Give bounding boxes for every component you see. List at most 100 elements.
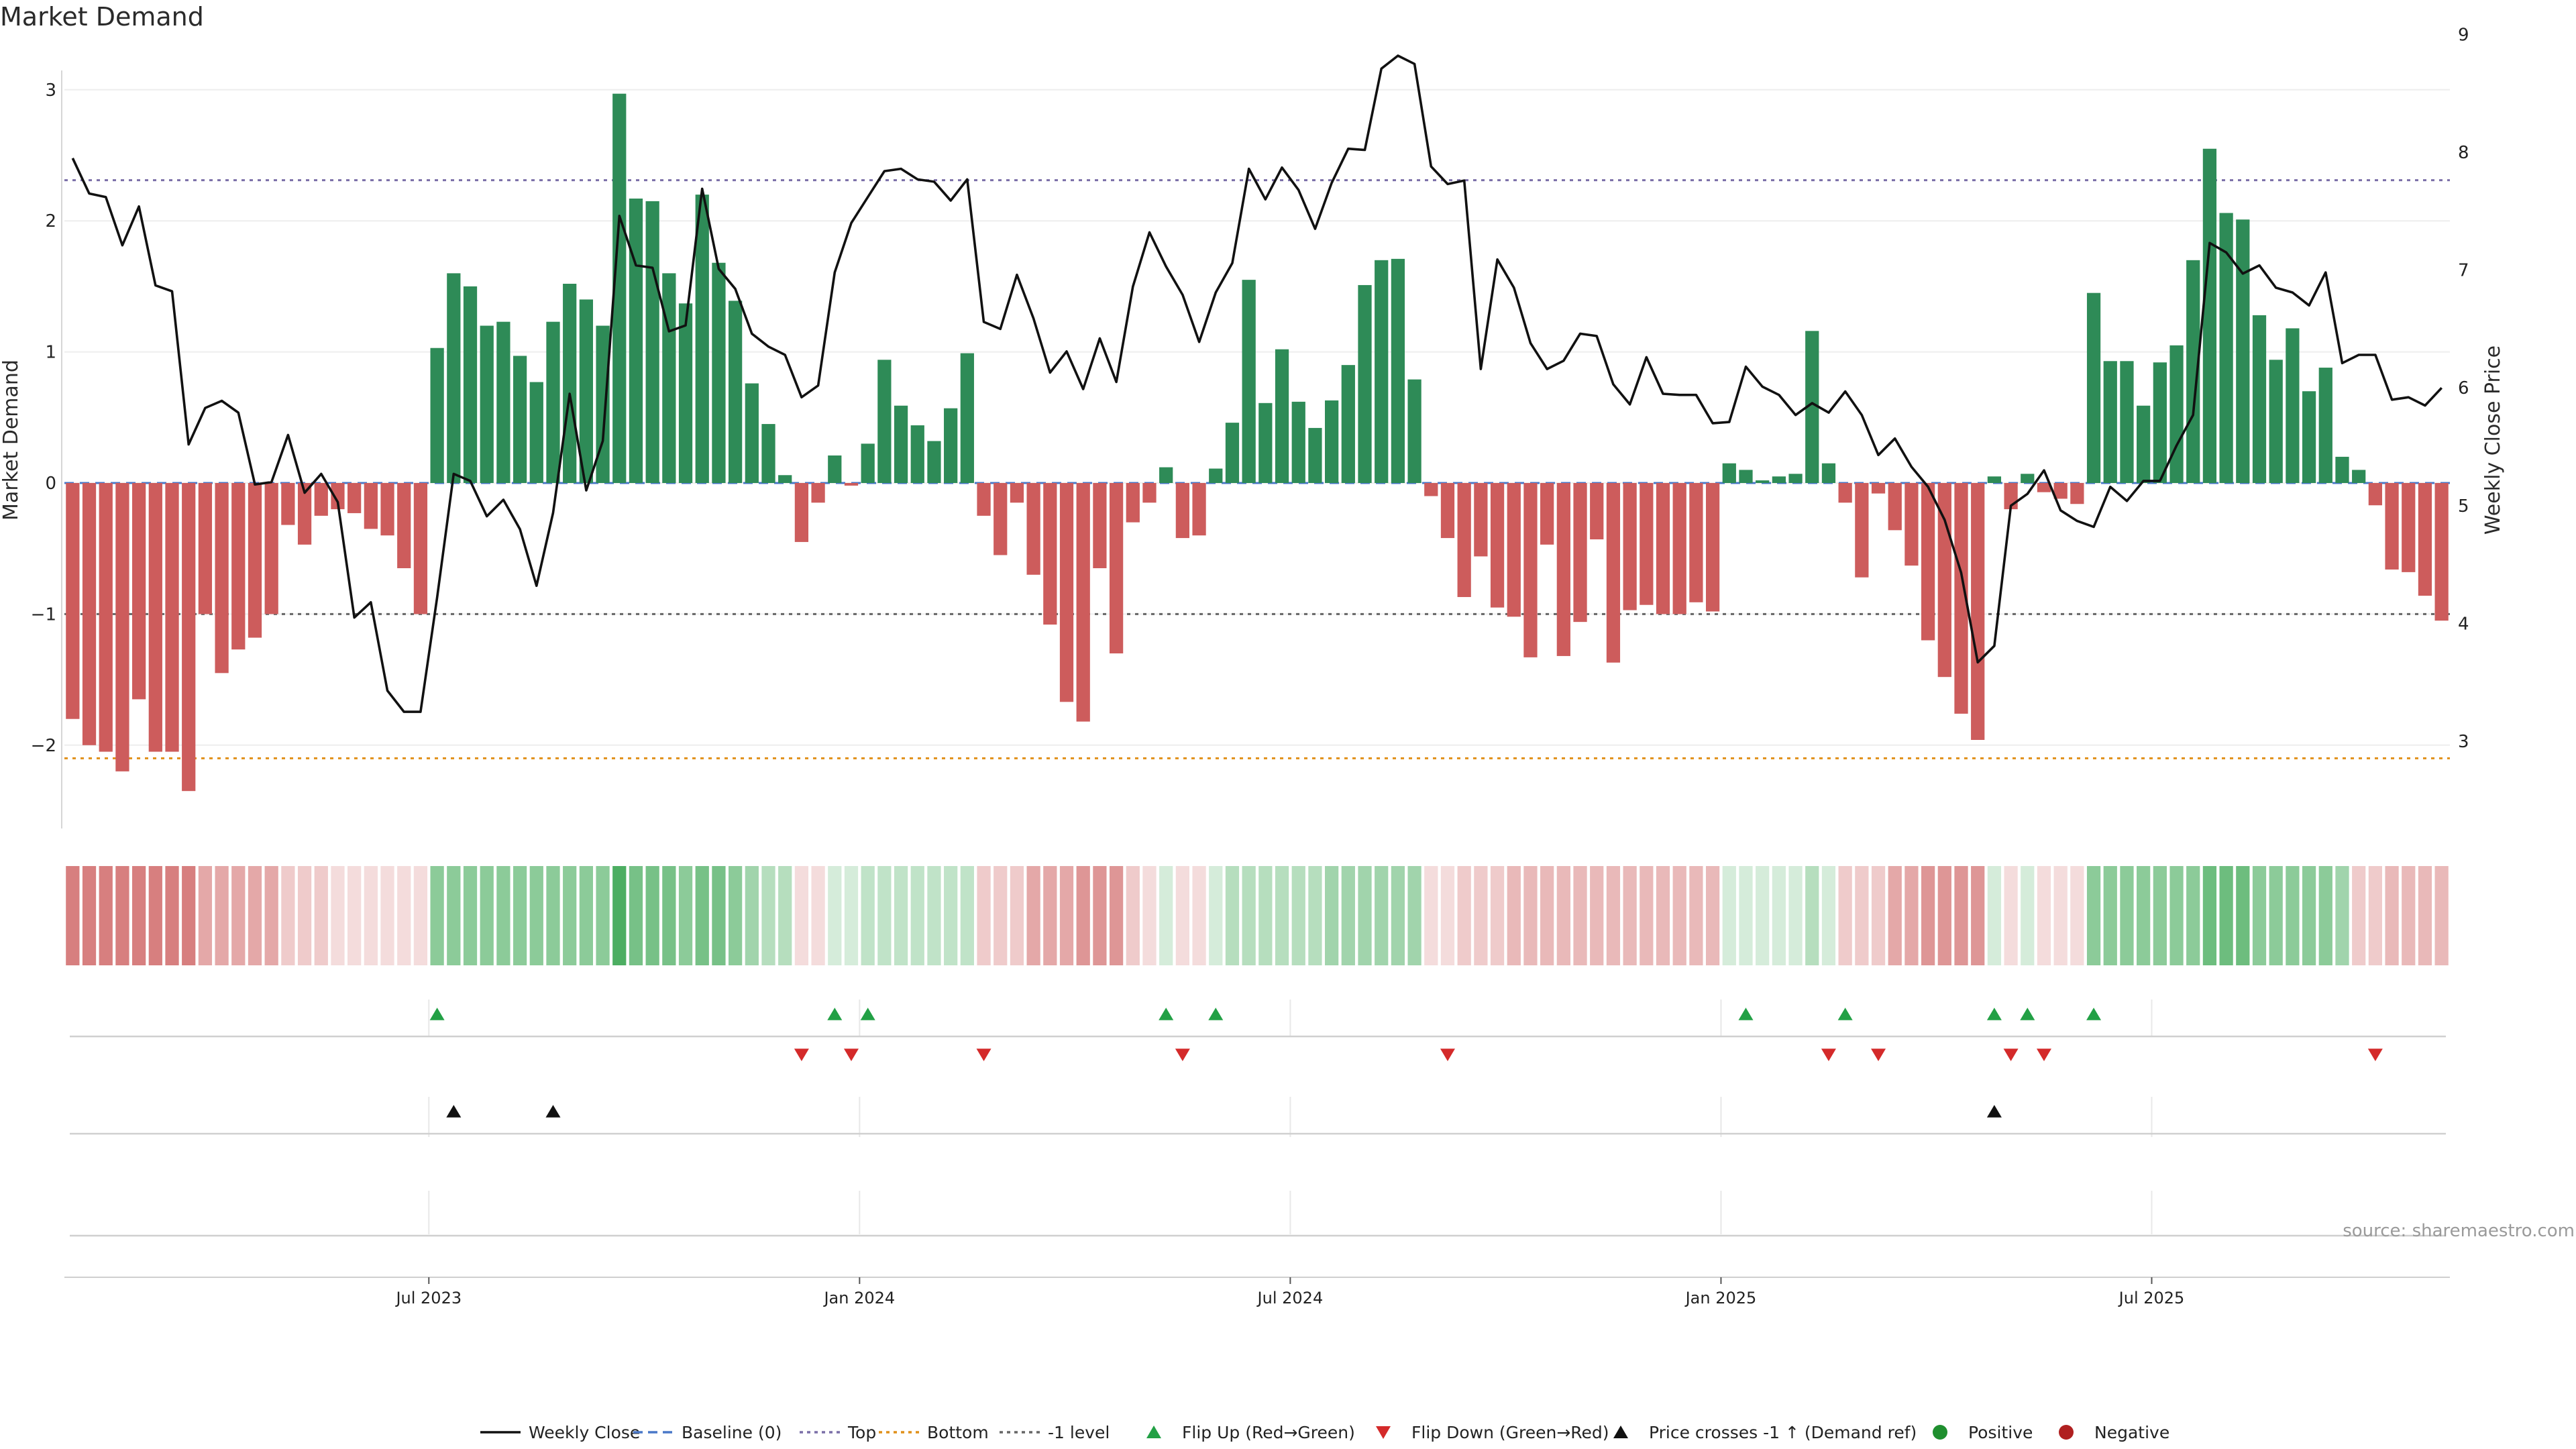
demand-bar	[231, 483, 246, 650]
y2-axis-label: Weekly Close Price	[2481, 345, 2505, 535]
heat-cell	[1672, 866, 1686, 965]
heat-cell	[314, 866, 328, 965]
heat-cell	[1838, 866, 1852, 965]
demand-bar	[1971, 483, 1985, 740]
heat-cell	[1921, 866, 1935, 965]
heat-cell	[2385, 866, 2399, 965]
heat-cell	[596, 866, 610, 965]
demand-bar	[729, 301, 743, 483]
demand-bar	[1391, 258, 1405, 483]
heat-cell	[1523, 866, 1538, 965]
heat-cell	[2086, 866, 2101, 965]
demand-bar	[977, 483, 991, 516]
heat-cell	[281, 866, 295, 965]
demand-bar	[99, 483, 113, 752]
demand-bar	[1987, 476, 2002, 483]
heat-cell	[1821, 866, 1836, 965]
demand-bar	[1640, 483, 1654, 605]
demand-bar	[1457, 483, 1471, 597]
demand-bar	[1623, 483, 1637, 610]
heat-cell	[794, 866, 809, 965]
demand-bar	[1209, 468, 1223, 483]
axes: −2 −1 0 1 2 3 3 4 5 6 7 8 9	[31, 25, 2469, 828]
y2-tick-label: 4	[2458, 614, 2469, 634]
heat-cell	[778, 866, 792, 965]
flip-down-marker	[2036, 1049, 2051, 1061]
demand-bar	[115, 483, 129, 771]
heat-cell	[1756, 866, 1770, 965]
source-note: source: sharemaestro.com	[2343, 1221, 2575, 1241]
demand-bar	[1059, 483, 1074, 702]
heat-cell	[380, 866, 394, 965]
heat-cell	[662, 866, 676, 965]
heat-cell	[1623, 866, 1637, 965]
heat-cell	[910, 866, 924, 965]
heat-cell	[2236, 866, 2250, 965]
flip-down-marker	[1821, 1049, 1836, 1061]
heat-cell	[1142, 866, 1157, 965]
price-cross-marker	[1986, 1105, 2002, 1118]
demand-bar	[2335, 456, 2349, 483]
flip-up-marker	[1738, 1008, 1754, 1020]
heat-cell	[1225, 866, 1240, 965]
demand-bar	[148, 483, 162, 752]
legend-label: Top	[847, 1423, 876, 1442]
demand-bar	[2434, 483, 2449, 621]
date-tick-label: Jul 2023	[394, 1289, 462, 1307]
heat-cell	[1242, 866, 1256, 965]
heat-cell	[115, 866, 129, 965]
demand-bar	[1871, 483, 1886, 494]
heat-cell	[844, 866, 859, 965]
demand-bar	[480, 325, 494, 483]
heat-cell	[132, 866, 146, 965]
demand-bar	[1375, 260, 1389, 483]
heat-cell	[1424, 866, 1438, 965]
legend-label: Positive	[1968, 1423, 2033, 1442]
flip-up-marker	[2086, 1008, 2102, 1020]
heat-cell	[2103, 866, 2117, 965]
heat-cell	[1308, 866, 1322, 965]
flip-up-marker	[429, 1008, 445, 1020]
demand-bar	[182, 483, 196, 792]
demand-bar	[496, 321, 511, 483]
legend-swatch	[1933, 1425, 1947, 1440]
demand-bar	[944, 408, 958, 483]
demand-bar	[2252, 315, 2267, 483]
heat-cell	[1788, 866, 1803, 965]
demand-bar	[529, 382, 543, 483]
legend: Weekly Close Baseline (0) Top Bottom -1 leve…	[480, 1423, 2169, 1442]
flip-up-marker	[1986, 1008, 2002, 1020]
demand-bar	[2186, 260, 2200, 483]
heat-cell	[1606, 866, 1621, 965]
heat-cell	[1573, 866, 1587, 965]
demand-bar	[2120, 361, 2134, 483]
heat-cell	[513, 866, 527, 965]
demand-bar	[1291, 401, 1305, 483]
heat-cell	[2070, 866, 2084, 965]
demand-bar	[1705, 483, 1720, 612]
heat-cell	[1722, 866, 1736, 965]
demand-bar	[447, 273, 461, 483]
demand-bar	[364, 483, 378, 529]
heat-cell	[1375, 866, 1389, 965]
heat-cell	[2053, 866, 2068, 965]
heat-cell	[2252, 866, 2267, 965]
demand-bar	[2153, 362, 2167, 483]
grid-lines	[64, 89, 2450, 1234]
demand-bar	[1175, 483, 1189, 539]
demand-bar	[1739, 470, 1753, 483]
y-tick-label: −2	[31, 736, 56, 756]
demand-bar	[1109, 483, 1124, 654]
chart-title: Market Demand	[0, 2, 204, 32]
flip-down-marker	[976, 1049, 991, 1061]
demand-bar	[2286, 328, 2300, 483]
demand-heat-strip	[66, 866, 2449, 965]
heat-cell	[1258, 866, 1273, 965]
demand-bar	[2368, 483, 2382, 506]
heat-cell	[877, 866, 892, 965]
demand-bar	[2402, 483, 2416, 572]
demand-bar	[1076, 483, 1090, 722]
legend-label: Price crosses -1 ↑ (Demand ref)	[1649, 1423, 1917, 1442]
heat-cell	[546, 866, 560, 965]
heat-cell	[1871, 866, 1886, 965]
